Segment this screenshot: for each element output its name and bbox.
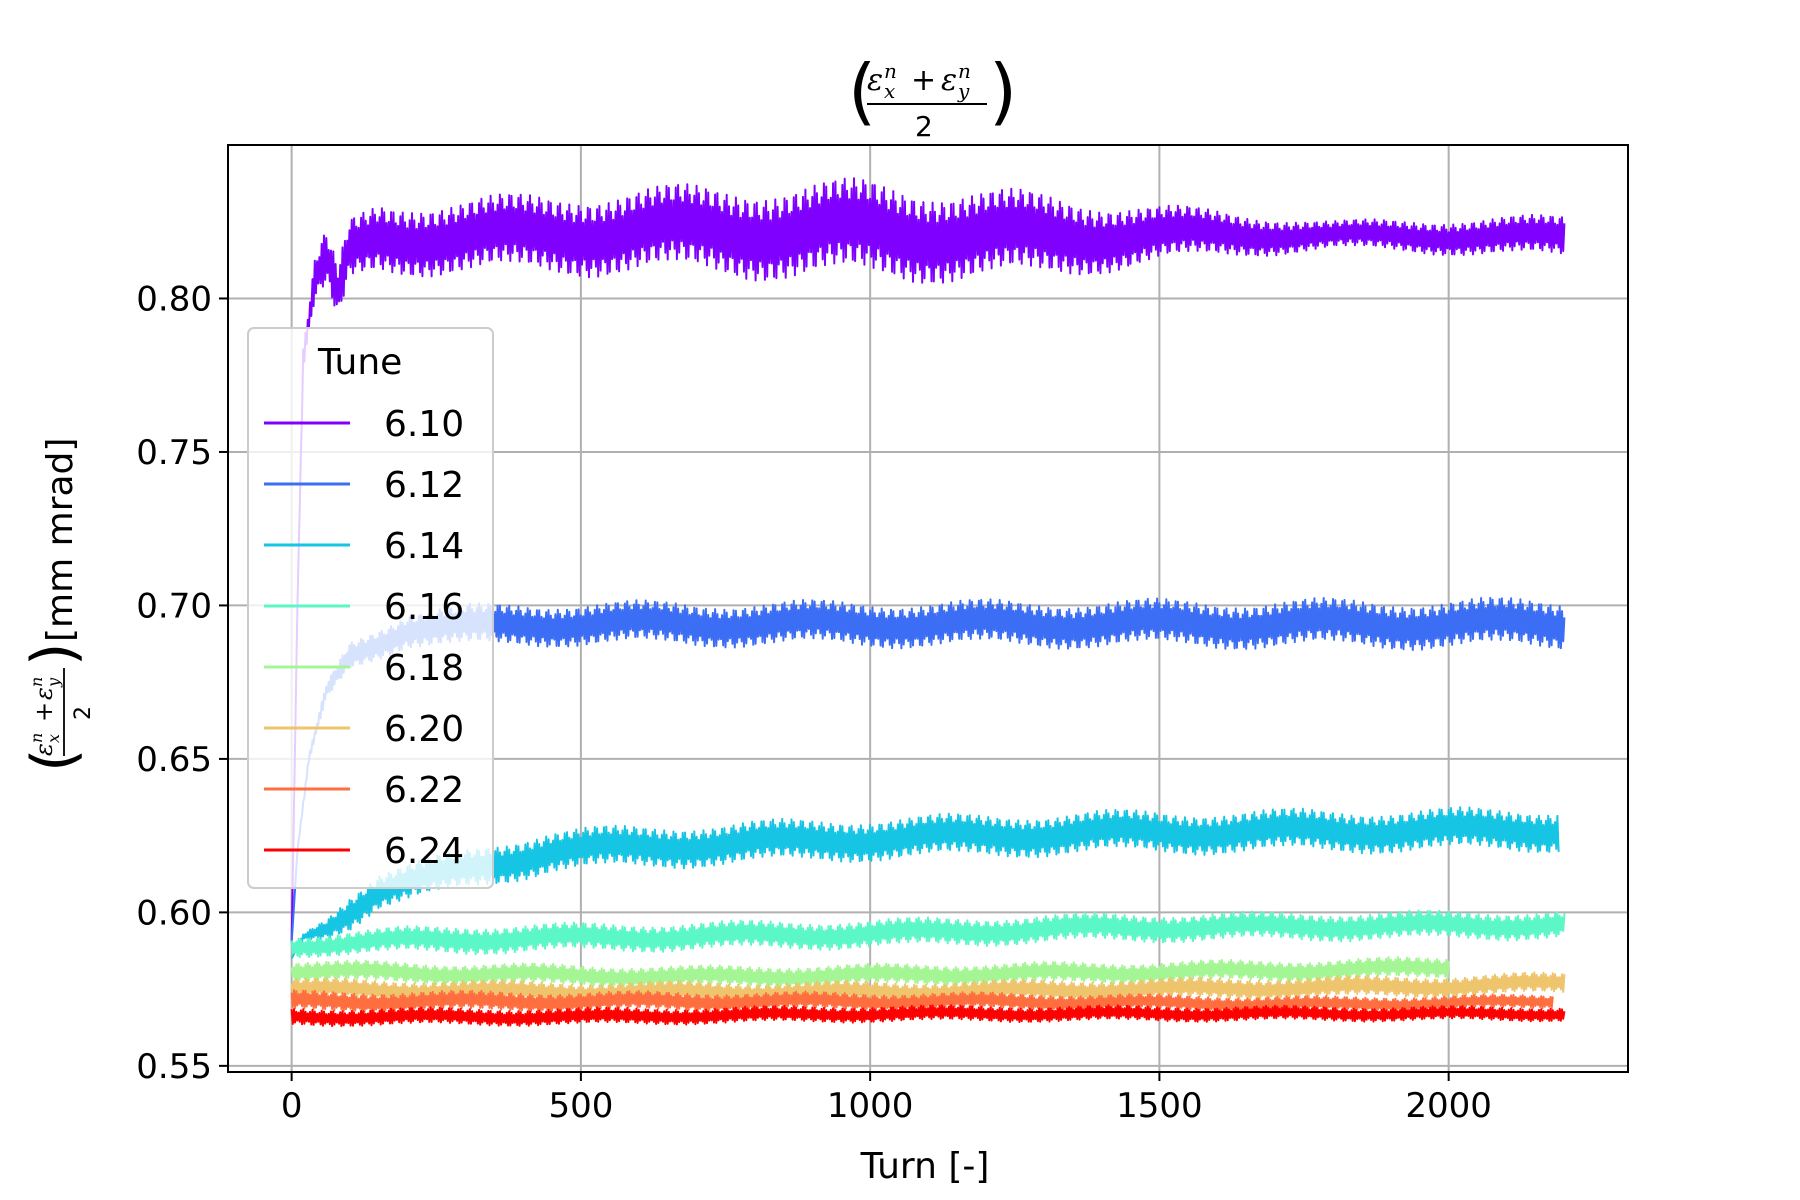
ylabel-eps-x: ε: [30, 743, 58, 756]
legend-label-6.10: 6.10: [384, 404, 464, 445]
legend-box: [247, 327, 494, 889]
title-sup-y: n: [958, 59, 971, 83]
y-tick-label: 0.80: [136, 279, 212, 319]
legend-title: Tune: [317, 342, 402, 383]
title-left-paren: (: [848, 49, 876, 133]
title-plus: +: [911, 63, 936, 98]
title-right-paren: ): [989, 49, 1017, 133]
title-sub-x: x: [884, 79, 895, 103]
ylabel-sup-y: n: [27, 677, 46, 687]
ylabel-sup-x: n: [27, 733, 46, 743]
ylabel-eps-y: ε: [30, 687, 58, 700]
y-tick-label: 0.60: [136, 893, 212, 933]
legend-label-6.12: 6.12: [384, 465, 464, 506]
chart-title: ( ε n x + ε n y 2 ): [848, 49, 1017, 143]
title-eps-y: ε: [941, 63, 957, 98]
series-line-6.20: [290, 971, 1566, 1005]
series-line-6.24: [290, 1004, 1566, 1028]
title-denominator: 2: [915, 110, 933, 143]
legend-label-6.20: 6.20: [384, 709, 464, 750]
title-sub-y: y: [957, 79, 970, 103]
legend-label-6.18: 6.18: [384, 648, 464, 689]
series-line-6.16: [290, 909, 1566, 959]
series-line-6.18: [290, 956, 1450, 989]
plot-frame: [227, 144, 1629, 1073]
y-tick-label: 0.55: [136, 1047, 212, 1087]
ylabel-denominator: 2: [71, 706, 96, 720]
ylabel-right-paren: ): [19, 643, 89, 666]
series-layer: [290, 177, 1566, 1028]
x-tick-label: 1000: [827, 1086, 914, 1126]
ylabel-unit: [mm mrad]: [40, 438, 81, 642]
legend-label-6.16: 6.16: [384, 587, 464, 628]
y-tick-label: 0.70: [136, 586, 212, 626]
x-tick-label: 500: [548, 1086, 613, 1126]
legend-label-6.24: 6.24: [384, 831, 464, 872]
title-eps-x: ε: [867, 63, 883, 98]
legend-label-6.14: 6.14: [384, 526, 464, 567]
legend-label-6.22: 6.22: [384, 770, 464, 811]
x-axis-ticks: 0 500 1000 1500 2000: [281, 1072, 1492, 1126]
series-line-6.14: [290, 806, 1560, 959]
x-axis-label: Turn [-]: [860, 1146, 990, 1187]
series-line-6.10: [290, 177, 1566, 944]
x-tick-label: 1500: [1116, 1086, 1203, 1126]
x-tick-label: 0: [281, 1086, 303, 1126]
series-line-6.12: [290, 596, 1566, 944]
y-axis-ticks: 0.55 0.60 0.65 0.70 0.75 0.80: [136, 279, 228, 1087]
x-tick-label: 2000: [1405, 1086, 1492, 1126]
ylabel-plus: +: [30, 702, 58, 722]
ylabel-sub-x: x: [44, 734, 63, 743]
legend: Tune 6.10 6.12 6.14 6.16 6.18 6.20 6.22 6.24: [247, 327, 494, 889]
ylabel-left-paren: (: [19, 749, 89, 772]
y-tick-label: 0.75: [136, 433, 212, 473]
title-sup-x: n: [884, 59, 897, 83]
y-tick-label: 0.65: [136, 740, 212, 780]
y-axis-label: ( ε n x + ε n y 2 ) [mm mrad]: [19, 438, 96, 772]
ylabel-sub-y: y: [44, 677, 63, 688]
